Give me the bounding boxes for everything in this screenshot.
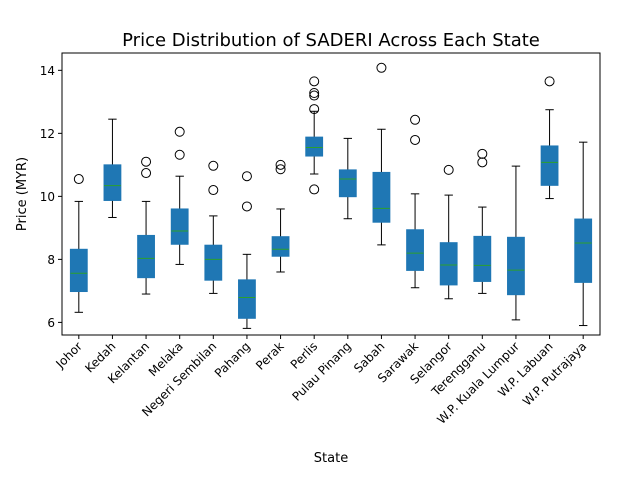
box-iqr bbox=[439, 242, 458, 286]
box-group bbox=[540, 76, 559, 200]
outlier-point bbox=[174, 126, 185, 137]
box-iqr bbox=[238, 279, 256, 319]
box-iqr bbox=[540, 145, 559, 186]
outlier-point bbox=[208, 160, 219, 171]
y-tick-label: 12 bbox=[40, 127, 55, 141]
box-group bbox=[204, 160, 223, 294]
box-group bbox=[439, 164, 458, 300]
box-group bbox=[574, 141, 593, 327]
chart-title: Price Distribution of SADERI Across Each… bbox=[122, 30, 540, 51]
axes-frame bbox=[61, 52, 601, 336]
box-iqr bbox=[305, 136, 324, 157]
y-tick-label: 8 bbox=[47, 253, 55, 267]
outlier-point bbox=[73, 174, 84, 185]
box-group bbox=[305, 76, 324, 195]
outlier-point bbox=[174, 149, 185, 160]
box-group bbox=[103, 118, 122, 218]
outlier-point bbox=[241, 171, 252, 182]
outlier-point bbox=[443, 164, 454, 175]
box-iqr bbox=[574, 218, 593, 283]
outlier-point bbox=[477, 148, 488, 159]
box-group bbox=[406, 114, 424, 289]
outlier-point bbox=[309, 90, 320, 101]
box-iqr bbox=[204, 244, 223, 281]
x-axis-label: State bbox=[314, 451, 348, 466]
y-tick-label: 10 bbox=[40, 190, 55, 204]
box-iqr bbox=[372, 171, 391, 223]
box-iqr bbox=[69, 248, 88, 293]
box-group bbox=[137, 156, 155, 295]
box-iqr bbox=[507, 236, 525, 296]
outlier-point bbox=[208, 185, 219, 196]
outlier-point bbox=[376, 62, 387, 73]
outlier-point bbox=[410, 134, 421, 145]
outlier-point bbox=[141, 168, 152, 179]
y-axis: 6 8 10 12 14 bbox=[40, 64, 62, 330]
box-iqr bbox=[473, 235, 492, 282]
outlier-point bbox=[141, 156, 152, 167]
outlier-point bbox=[309, 184, 320, 195]
outlier-point bbox=[275, 159, 286, 170]
box-group bbox=[170, 126, 189, 265]
box-group bbox=[69, 174, 88, 313]
y-tick-label: 14 bbox=[40, 64, 55, 78]
outlier-point bbox=[410, 114, 421, 125]
outlier-point bbox=[275, 164, 286, 175]
outlier-point bbox=[309, 104, 320, 115]
y-axis-label: Price (MYR) bbox=[15, 157, 30, 231]
box-iqr bbox=[137, 234, 155, 279]
box-group bbox=[271, 159, 290, 273]
box-iqr bbox=[406, 229, 424, 271]
box-group bbox=[238, 171, 256, 329]
outlier-point bbox=[544, 76, 555, 87]
box-group bbox=[338, 137, 357, 220]
outlier-point bbox=[309, 76, 320, 87]
box-iqr bbox=[271, 236, 290, 257]
box-iqr bbox=[170, 208, 189, 245]
box-group bbox=[473, 148, 492, 294]
y-tick-label: 6 bbox=[47, 316, 55, 330]
outlier-point bbox=[309, 88, 320, 99]
outlier-point bbox=[241, 201, 252, 212]
box-group bbox=[372, 62, 391, 246]
box-group bbox=[507, 165, 525, 321]
box-series bbox=[69, 62, 593, 329]
box-iqr bbox=[103, 164, 122, 201]
box-iqr bbox=[338, 169, 357, 198]
